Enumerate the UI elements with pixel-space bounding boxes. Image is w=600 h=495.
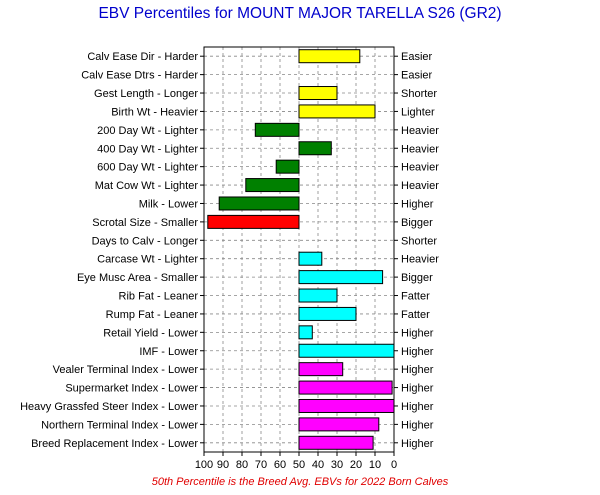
row-label-left: Birth Wt - Heavier [111,106,198,118]
row-label-left: Northern Terminal Index - Lower [41,419,198,431]
bar-magenta [298,398,395,413]
row-label-left: Heavy Grassfed Steer Index - Lower [20,401,198,413]
label-layer: Calv Ease Dir - Harder Easier Calv Ease Dt… [20,51,439,450]
x-tick-label: 80 [236,459,248,471]
bar-cyan [298,251,323,266]
bar-magenta [298,435,374,450]
bar-yellow [298,86,338,101]
row-label-right: Higher [401,438,434,450]
bar-cyan [298,306,357,321]
bar-green [254,122,300,137]
row-label-left: 600 Day Wt - Lighter [97,162,198,174]
row-label-left: Milk - Lower [139,198,199,210]
x-tick-label: 60 [274,459,286,471]
bar-green [245,178,300,193]
bar-yellow [298,49,361,64]
row-label-left: Mat Cow Wt - Lighter [95,180,199,192]
row-label-right: Heavier [401,254,439,266]
row-label-right: Fatter [401,309,430,321]
row-label-left: Eye Musc Area - Smaller [77,272,198,284]
bar-cyan [298,270,384,285]
row-label-right: Higher [401,383,434,395]
row-label-left: Scrotal Size - Smaller [92,217,198,229]
row-label-left: Rib Fat - Leaner [119,291,199,303]
x-tick-label: 90 [217,459,229,471]
row-label-right: Lighter [401,106,435,118]
row-label-left: IMF - Lower [139,346,198,358]
row-label-left: Carcase Wt - Lighter [97,254,198,266]
row-label-left: Calv Ease Dtrs - Harder [81,70,198,82]
row-label-right: Heavier [401,162,439,174]
row-label-right: Higher [401,346,434,358]
row-label-right: Higher [401,419,434,431]
bar-cyan [298,288,338,303]
x-tick-label: 70 [255,459,267,471]
row-label-left: Gest Length - Longer [94,88,198,100]
bar-red [207,214,300,229]
row-label-right: Higher [401,198,434,210]
chart-title: EBV Percentiles for MOUNT MAJOR TARELLA … [98,5,502,22]
row-label-right: Heavier [401,180,439,192]
row-label-right: Higher [401,327,434,339]
tick-layer: 100 90 80 70 60 50 40 30 20 10 0 [195,55,398,471]
row-label-right: Bigger [401,272,433,284]
row-label-left: 200 Day Wt - Lighter [97,125,198,137]
row-label-left: Rump Fat - Leaner [106,309,199,321]
row-label-left: Days to Calv - Longer [92,235,199,247]
row-label-left: Vealer Terminal Index - Lower [53,364,199,376]
row-label-right: Heavier [401,125,439,137]
x-tick-label: 40 [312,459,324,471]
row-label-right: Higher [401,364,434,376]
bar-magenta [298,380,393,395]
bar-layer [207,49,395,450]
row-label-right: Shorter [401,88,437,100]
x-tick-label: 0 [391,459,397,471]
row-label-right: Easier [401,70,433,82]
bar-cyan [298,325,313,340]
bar-magenta [298,417,380,432]
x-tick-label: 30 [331,459,343,471]
row-label-left: Breed Replacement Index - Lower [31,438,198,450]
bar-cyan [298,343,395,358]
bar-green [218,196,300,211]
row-label-right: Higher [401,401,434,413]
x-tick-label: 50 [293,459,305,471]
row-label-left: Retail Yield - Lower [103,327,198,339]
x-tick-label: 10 [369,459,381,471]
row-label-right: Shorter [401,235,437,247]
bar-magenta [298,362,344,377]
row-label-left: 400 Day Wt - Lighter [97,143,198,155]
row-label-left: Calv Ease Dir - Harder [87,51,198,63]
chart-footer: 50th Percentile is the Breed Avg. EBVs f… [151,476,449,488]
bar-green [275,159,300,174]
bar-yellow [298,104,376,119]
row-label-left: Supermarket Index - Lower [65,383,198,395]
row-label-right: Bigger [401,217,433,229]
x-tick-label: 20 [350,459,362,471]
bar-green [298,141,332,156]
row-label-right: Easier [401,51,433,63]
x-tick-label: 100 [195,459,213,471]
row-label-right: Fatter [401,291,430,303]
row-label-right: Heavier [401,143,439,155]
